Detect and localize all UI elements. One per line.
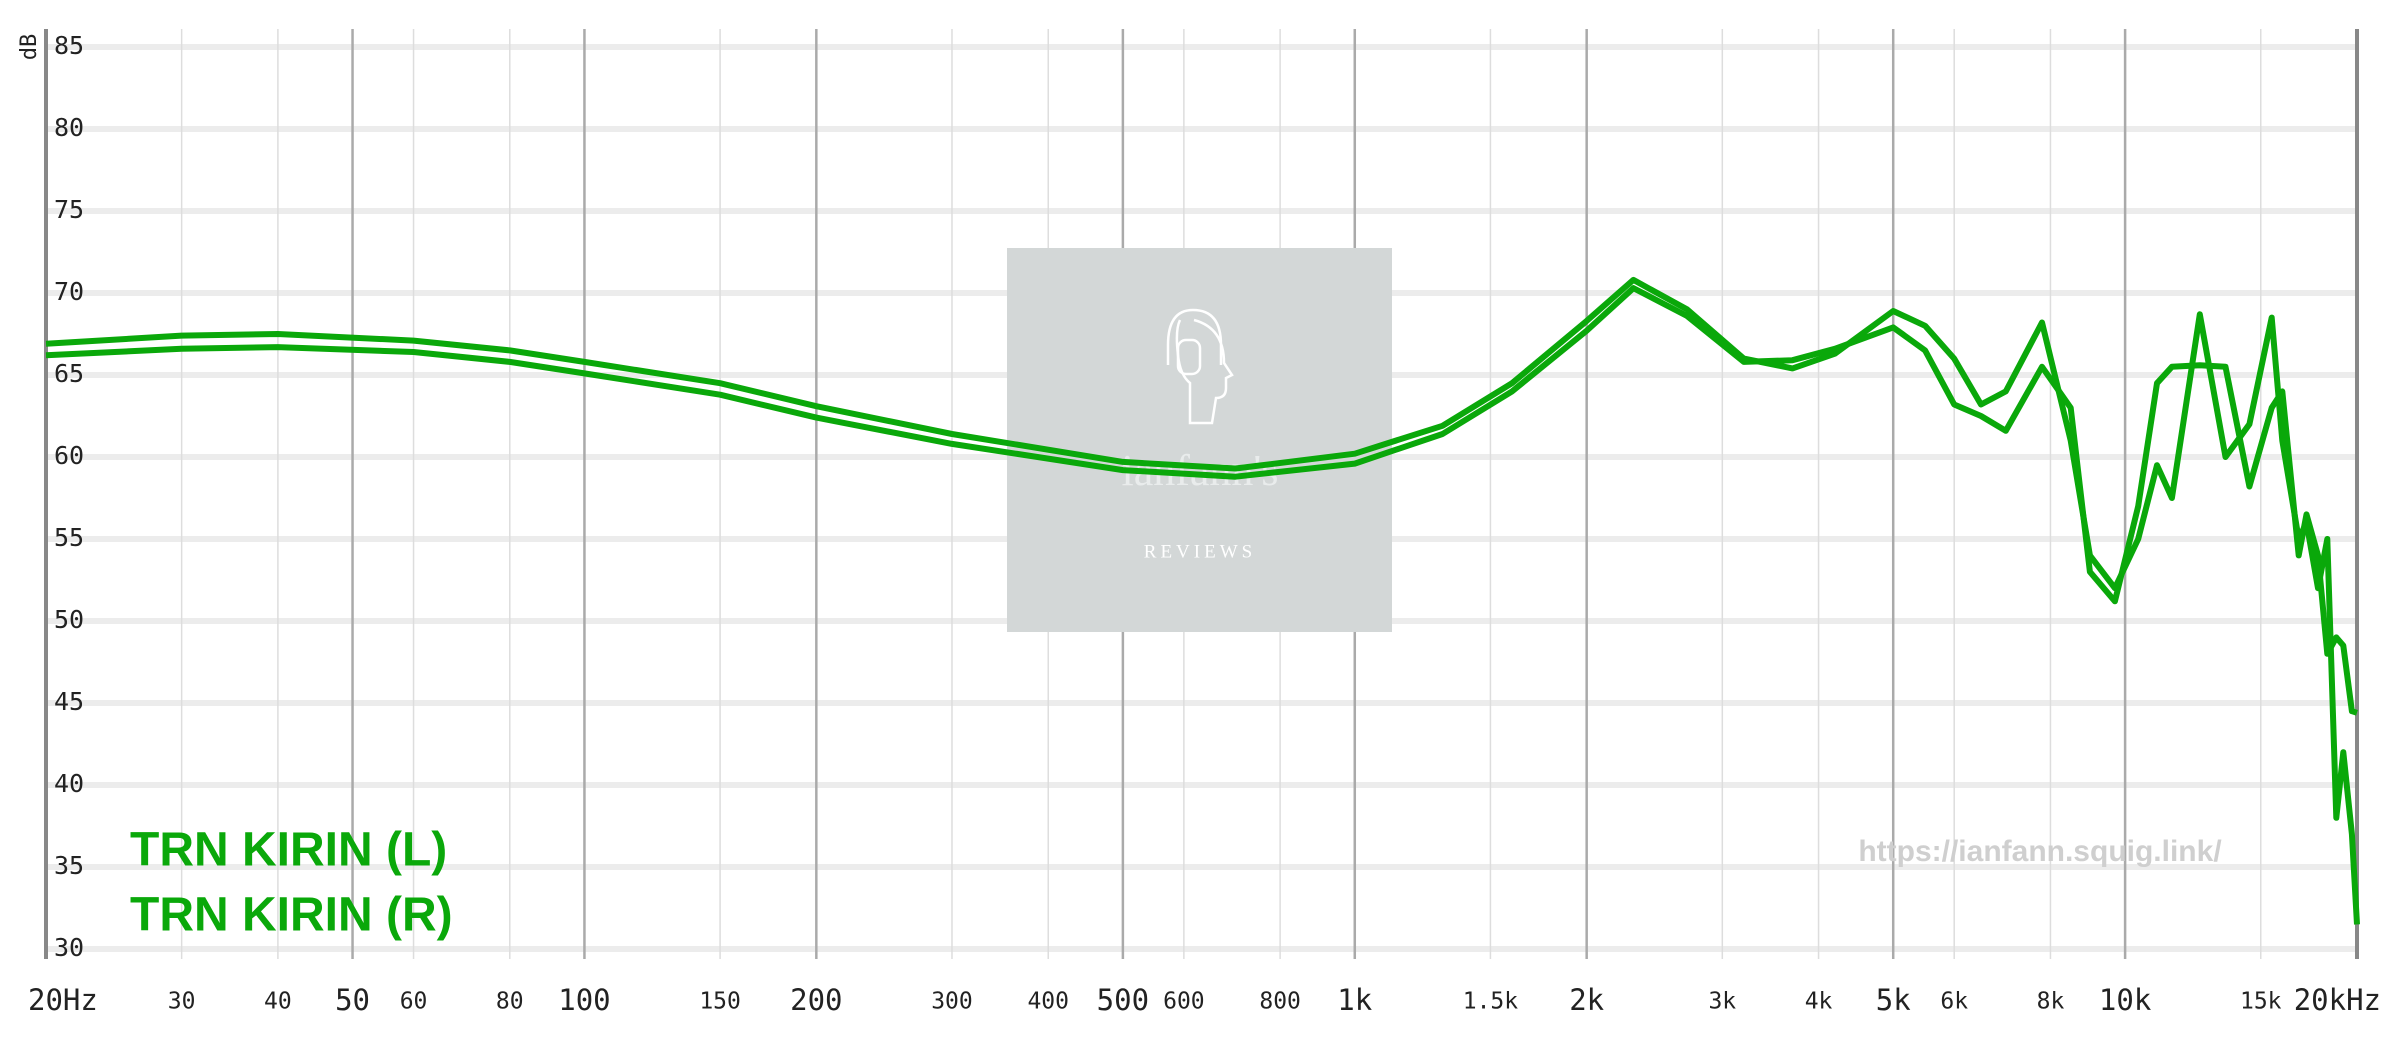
legend-entry: TRN KIRIN (R) — [130, 889, 453, 942]
x-tick-label: 40 — [264, 989, 292, 1015]
watermark-tagline: REVIEWS — [1144, 541, 1256, 562]
y-axis-label: dB — [17, 34, 42, 61]
y-tick-label: 80 — [54, 113, 84, 142]
x-tick-label: 5k — [1876, 983, 1911, 1017]
x-tick-label: 15k — [2240, 989, 2282, 1015]
x-tick-label: 2k — [1569, 983, 1604, 1017]
y-tick-label: 30 — [54, 933, 84, 962]
watermark-logo: ianfann's REVIEWS — [1007, 248, 1392, 632]
x-tick-label: 400 — [1027, 989, 1069, 1015]
x-tick-label: 300 — [931, 989, 973, 1015]
x-tick-label: 10k — [2099, 983, 2152, 1017]
y-tick-label: 45 — [54, 687, 84, 716]
x-tick-label: 50 — [335, 983, 370, 1017]
y-tick-label: 60 — [54, 441, 84, 470]
x-tick-label: 1.5k — [1463, 989, 1519, 1015]
x-tick-label: 30 — [168, 989, 196, 1015]
x-tick-label: 100 — [558, 983, 610, 1017]
x-tick-label: 150 — [699, 989, 741, 1015]
y-tick-label: 50 — [54, 605, 84, 634]
x-tick-label: 200 — [790, 983, 842, 1017]
x-tick-label: 8k — [2037, 989, 2065, 1015]
series-line — [45, 285, 2358, 716]
x-tick-label: 500 — [1097, 983, 1149, 1017]
y-tick-label: 35 — [54, 851, 84, 880]
y-tick-label: 40 — [54, 769, 84, 798]
x-tick-label: 20kHz — [2294, 983, 2381, 1017]
plot — [45, 276, 2360, 925]
x-tick-label: 20Hz — [28, 983, 98, 1017]
x-tick-label: 80 — [496, 989, 524, 1015]
x-tick-label: 600 — [1163, 989, 1205, 1015]
x-tick-label: 800 — [1259, 989, 1301, 1015]
x-tick-label: 3k — [1708, 989, 1736, 1015]
x-tick-label: 4k — [1805, 989, 1833, 1015]
y-tick-label: 55 — [54, 523, 84, 552]
x-tick-label: 6k — [1940, 989, 1968, 1015]
watermark-url: https://ianfann.squig.link/ — [1858, 835, 2222, 868]
watermark-icon — [1176, 338, 1202, 376]
x-tick-label: 1k — [1337, 983, 1372, 1017]
watermark-box — [1007, 248, 1392, 632]
y-tick-label: 65 — [54, 359, 84, 388]
legend-entry: TRN KIRIN (L) — [130, 824, 447, 877]
y-tick-label: 85 — [54, 31, 84, 60]
watermark-icon — [1166, 308, 1234, 425]
y-tick-label: 75 — [54, 195, 84, 224]
x-tick-label: 60 — [400, 989, 428, 1015]
y-tick-label: 70 — [54, 277, 84, 306]
